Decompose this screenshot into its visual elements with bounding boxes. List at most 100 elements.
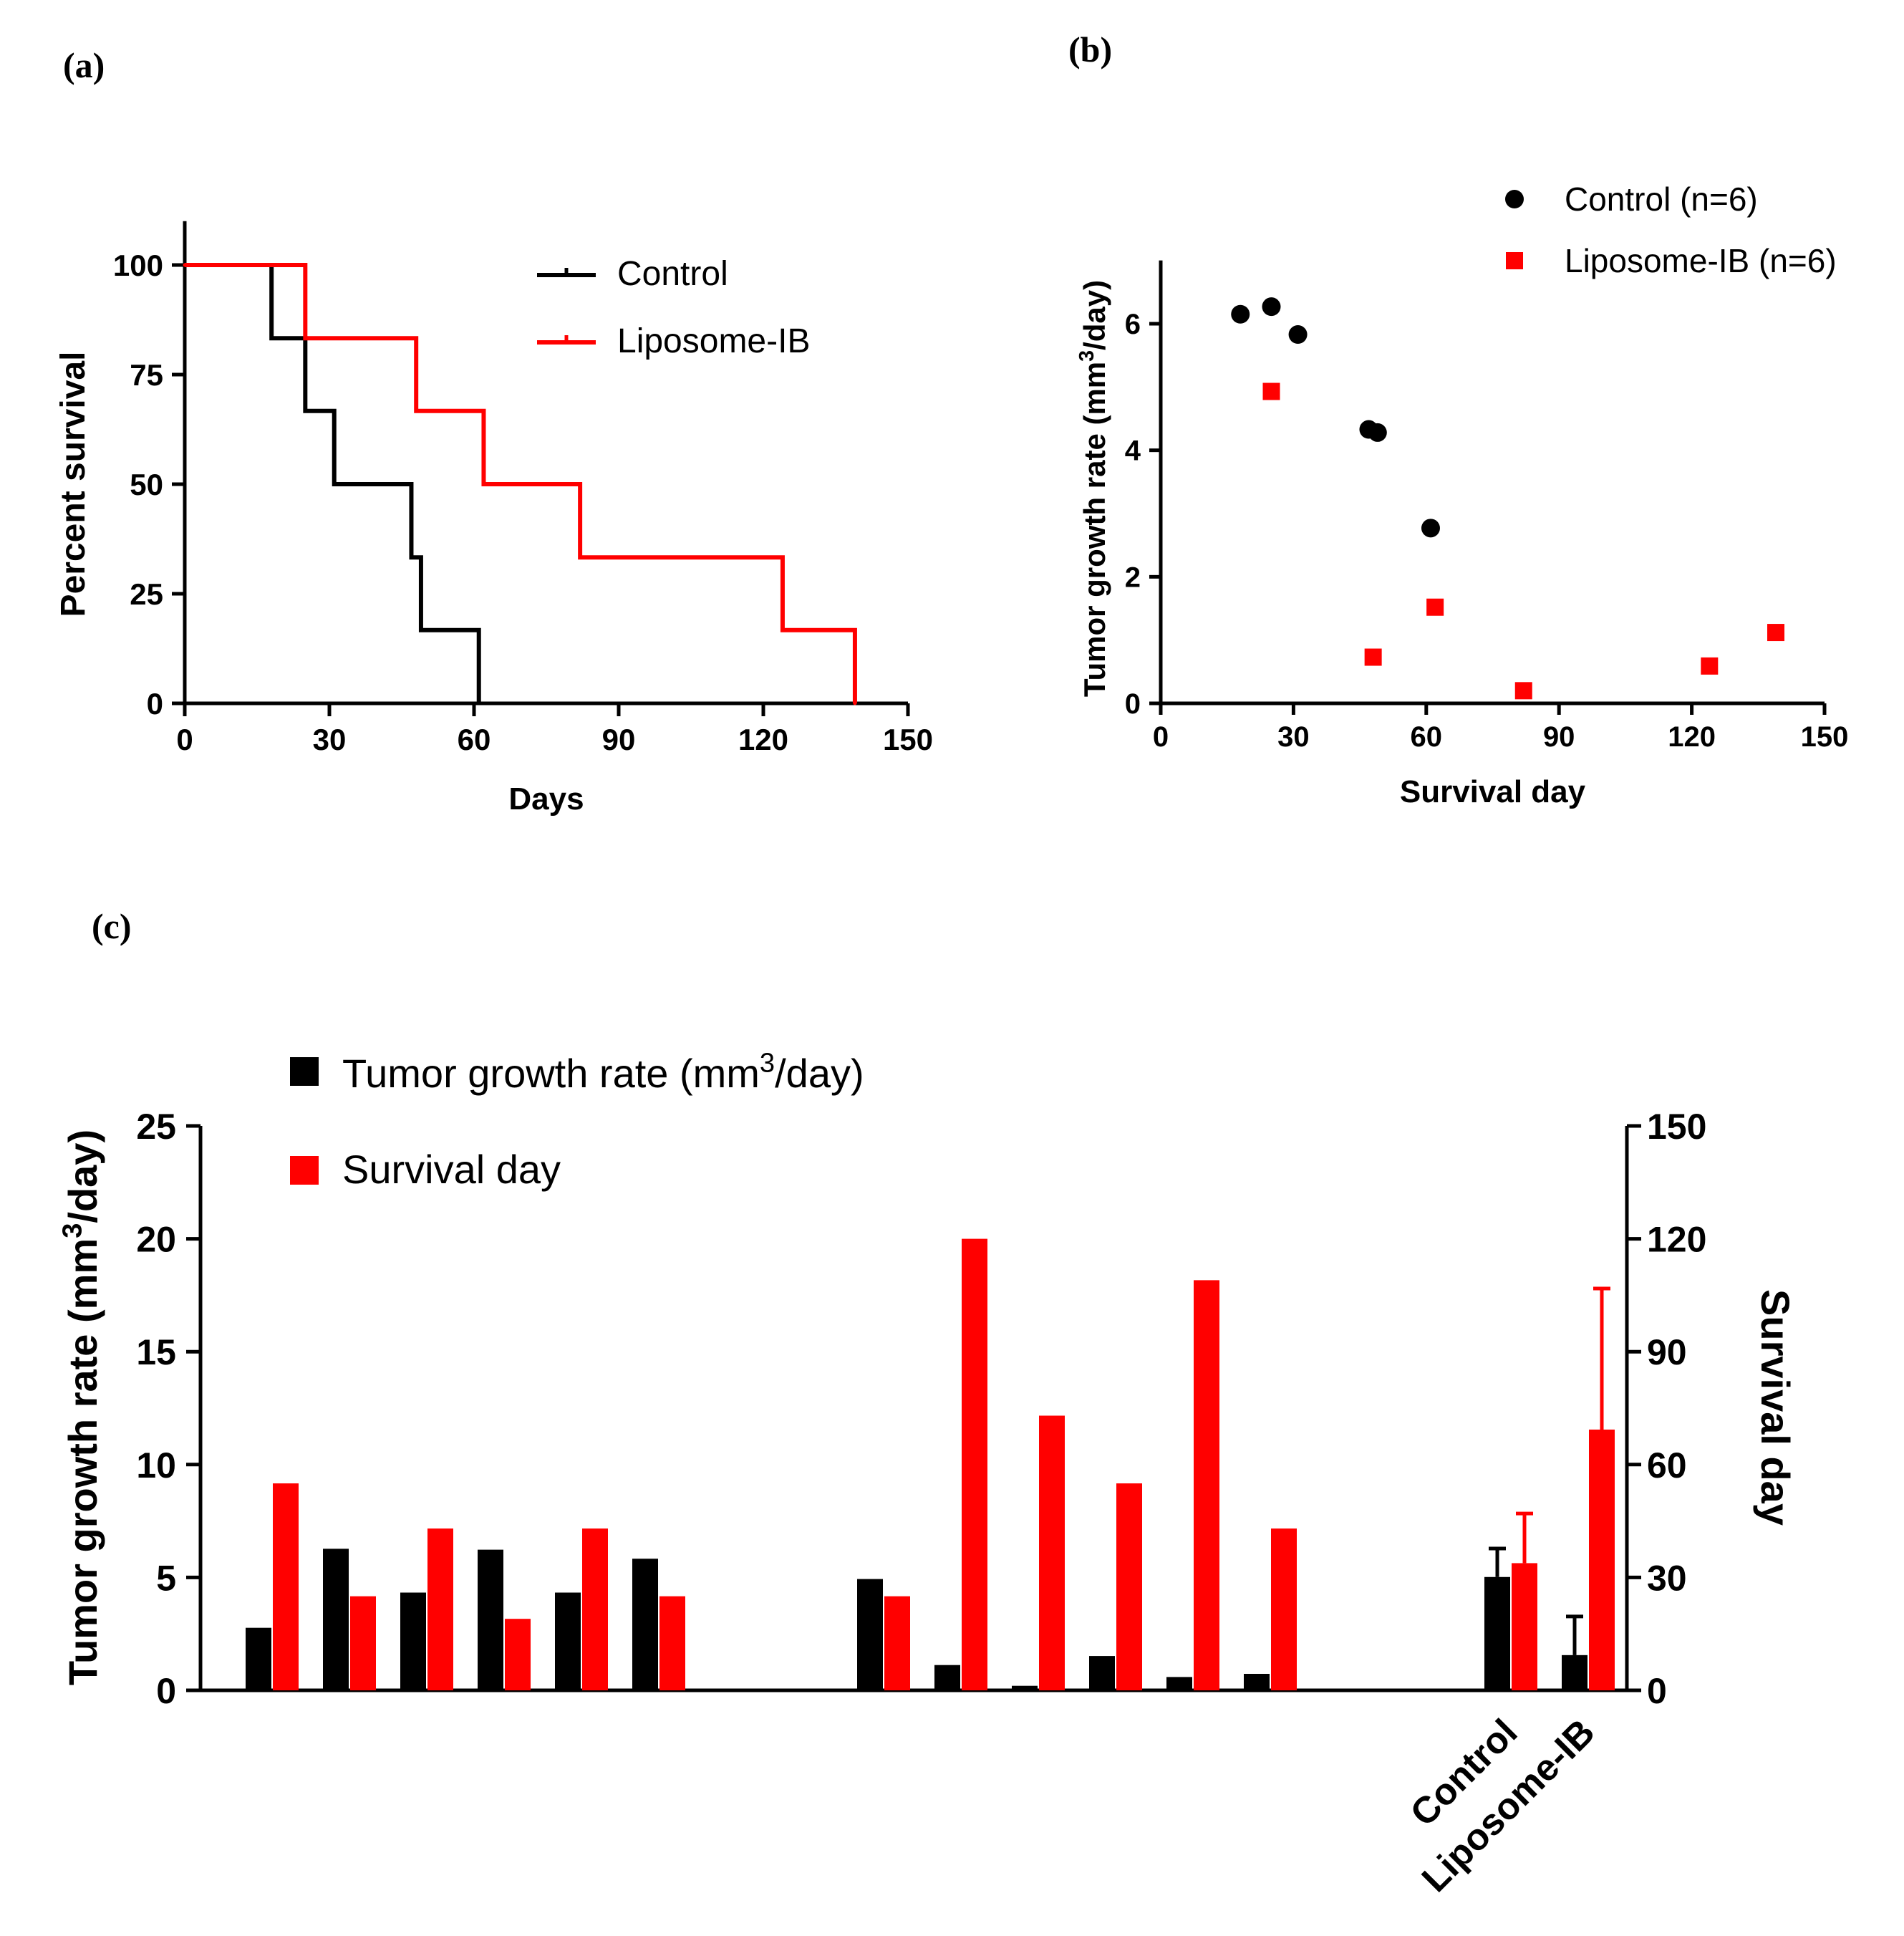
c-legend-label-survival: Survival day (342, 1147, 561, 1192)
b-point-control (1231, 304, 1250, 324)
b-y-tick-label: 6 (1125, 309, 1141, 340)
a-y-tick-label: 75 (130, 358, 163, 392)
c-bar-tumor-growth (857, 1579, 883, 1690)
c-left-tick-label: 25 (136, 1107, 176, 1147)
a-y-tick-label: 50 (130, 468, 163, 501)
c-right-tick-label: 60 (1647, 1445, 1687, 1485)
a-y-tick-label: 25 (130, 577, 163, 611)
a-x-tick-label: 120 (738, 723, 788, 756)
a-legend-label: Liposome-IB (617, 322, 810, 360)
c-bar-tumor-growth (323, 1549, 349, 1690)
c-left-axis-title: Tumor growth rate (mm3/day) (58, 1130, 105, 1685)
a-series-control-point (477, 701, 481, 705)
c-bar-tumor-growth (478, 1549, 503, 1690)
c-bar-survival (1512, 1563, 1537, 1690)
a-x-tick-label: 150 (883, 723, 933, 756)
c-bar-survival (1116, 1483, 1142, 1690)
c-right-tick-label: 150 (1647, 1107, 1706, 1147)
c-right-tick-label: 0 (1647, 1671, 1667, 1711)
c-bar-survival (273, 1483, 299, 1690)
c-bar-tumor-growth (934, 1665, 960, 1690)
c-legend-swatch-tumor (290, 1057, 319, 1086)
a-series-liposome-point (481, 482, 485, 486)
b-point-control (1262, 297, 1281, 317)
a-series-control-point (409, 555, 413, 559)
b-x-tick-label: 90 (1543, 721, 1575, 753)
a-x-tick-label: 30 (313, 723, 347, 756)
c-legend-label-tumor: Tumor growth rate (mm3/day) (342, 1049, 864, 1096)
b-legend-marker-control (1505, 190, 1524, 208)
b-x-tick-label: 120 (1668, 721, 1716, 753)
a-series-control-point (419, 628, 423, 632)
c-bar-tumor-growth (246, 1627, 271, 1690)
b-x-tick-label: 0 (1153, 721, 1169, 753)
c-right-tick-label: 30 (1647, 1558, 1687, 1598)
c-bar-survival (1039, 1415, 1065, 1690)
c-bar-survival (1589, 1429, 1615, 1690)
c-bar-survival (582, 1528, 608, 1690)
b-point-liposome (1426, 598, 1444, 616)
c-bar-survival (884, 1596, 910, 1690)
c-bar-tumor-growth (1562, 1655, 1588, 1690)
c-left-tick-label: 10 (136, 1445, 176, 1485)
c-bar-survival (350, 1596, 376, 1690)
b-legend-marker-liposome (1506, 252, 1523, 269)
a-y-axis-title: Percent survival (54, 352, 92, 617)
panel-label-a: (a) (63, 45, 105, 85)
a-series-liposome-point (303, 336, 307, 340)
b-point-liposome (1364, 648, 1382, 666)
a-series-control-point (332, 482, 337, 486)
a-x-tick-label: 60 (458, 723, 491, 756)
c-left-tick-label: 5 (156, 1558, 176, 1598)
c-legend-swatch-survival (290, 1156, 319, 1185)
a-series-liposome-point (781, 628, 785, 632)
c-bar-survival (427, 1528, 453, 1690)
panel-label-b: (b) (1068, 29, 1112, 69)
b-x-tick-label: 150 (1801, 721, 1849, 753)
b-point-control (1288, 325, 1308, 345)
b-x-tick-label: 30 (1277, 721, 1310, 753)
c-bar-tumor-growth (1089, 1656, 1115, 1690)
b-y-tick-label: 0 (1125, 688, 1141, 720)
a-x-tick-label: 90 (602, 723, 636, 756)
b-y-tick-label: 4 (1125, 435, 1141, 467)
b-legend-label-liposome: Liposome-IB (n=6) (1565, 242, 1837, 279)
b-point-liposome (1514, 682, 1532, 700)
growth-vs-survival-scatter: 0 30 60 90 120 150 0 2 4 6 Survival day Tumor growt… (1076, 180, 1848, 809)
a-legend-label: Control (617, 255, 728, 293)
c-right-tick-label: 90 (1647, 1332, 1687, 1372)
a-x-axis-title: Days (508, 781, 584, 817)
a-x-tick-label: 0 (176, 723, 193, 756)
b-point-liposome (1767, 624, 1785, 642)
c-bar-survival (962, 1238, 987, 1690)
c-right-axis-title: Survival day (1753, 1289, 1798, 1526)
a-series-liposome-point (414, 409, 418, 413)
c-bar-tumor-growth (400, 1592, 426, 1690)
a-series-liposome-point (853, 701, 857, 705)
a-series-control-point (303, 409, 307, 413)
a-series-liposome-point (578, 555, 582, 559)
b-point-control (1368, 423, 1387, 442)
c-right-tick-label: 120 (1647, 1220, 1706, 1260)
c-bar-tumor-growth (555, 1592, 581, 1690)
c-left-tick-label: 15 (136, 1332, 176, 1372)
c-bar-survival (505, 1619, 531, 1690)
c-left-tick-label: 20 (136, 1220, 176, 1260)
a-series-liposome-point (183, 263, 187, 267)
panel-label-c: (c) (92, 906, 132, 946)
survival-chart: 0 30 60 90 120 150 0 25 50 75 100 Days Percent survi… (54, 221, 933, 817)
a-series-control-curve (185, 263, 481, 703)
per-subject-bar-chart: 0 5 10 15 20 25 0 30 60 90 120 150 Tumor growth rate… (58, 1049, 1798, 1900)
a-y-tick-label: 100 (113, 249, 163, 282)
b-x-axis-title: Survival day (1400, 774, 1586, 809)
c-bar-survival (1194, 1280, 1219, 1690)
c-bar-tumor-growth (1484, 1576, 1510, 1690)
b-point-liposome (1262, 382, 1280, 400)
a-series-control-point (269, 336, 274, 340)
b-y-axis-title: Tumor growth rate (mm3/day) (1076, 280, 1111, 697)
c-bar-survival (659, 1596, 685, 1690)
b-point-control (1421, 519, 1440, 538)
a-y-tick-label: 0 (147, 687, 163, 721)
b-point-liposome (1701, 657, 1719, 675)
